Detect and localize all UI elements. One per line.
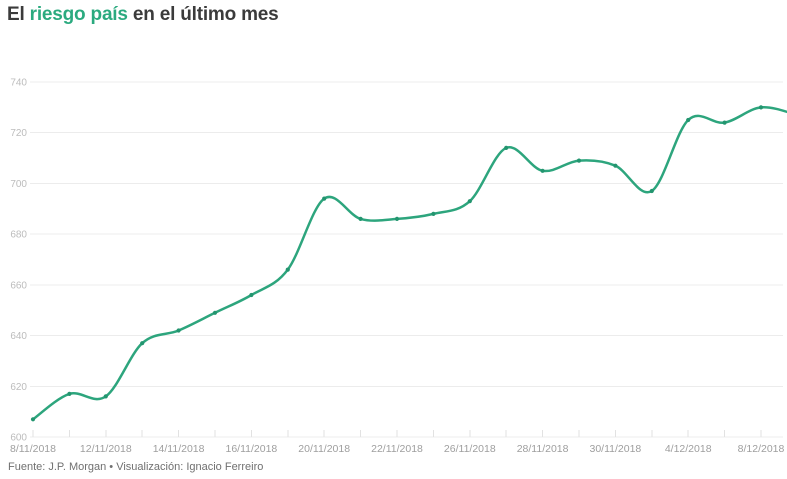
y-axis-tick-label: 660 (10, 280, 27, 291)
x-axis-tick-label: 12/11/2018 (80, 443, 132, 455)
data-point-marker (358, 216, 363, 221)
x-axis-tick-label: 14/11/2018 (153, 443, 205, 455)
title-highlight: riesgo país (29, 4, 128, 25)
x-axis-tick-label: 22/11/2018 (371, 443, 423, 455)
data-point-marker (176, 328, 181, 333)
data-point-marker (249, 292, 254, 298)
data-point-marker (467, 199, 472, 204)
data-point-marker (212, 310, 218, 315)
x-axis-tick-label: 8/11/2018 (10, 443, 56, 455)
x-axis-tick-label: 8/12/2018 (738, 443, 785, 455)
data-point-marker (504, 145, 509, 150)
y-axis-tick-label: 640 (10, 331, 27, 342)
x-axis-labels: 8/11/2018 12/11/2018 14/11/2018 16/11/2018 2… (10, 443, 784, 455)
line-series (31, 106, 787, 421)
data-point-marker (649, 188, 654, 194)
data-point-marker (30, 417, 36, 422)
y-axis-tick-label: 740 (10, 78, 27, 89)
data-point-marker (613, 163, 618, 168)
data-point-marker (285, 267, 290, 272)
x-axis-tick-label: 26/11/2018 (444, 443, 496, 455)
data-point-marker (576, 158, 582, 163)
chart-title: El riesgo país en el último mes (7, 4, 279, 26)
data-point-marker (322, 196, 327, 201)
data-point-marker (431, 211, 436, 216)
y-axis-labels: 600 620 640 660 680 700 720 740 (10, 78, 27, 444)
gridlines (30, 81, 783, 438)
x-axis-tick-marks (32, 430, 762, 437)
title-prefix: El (7, 4, 30, 25)
title-suffix: en el último mes (127, 4, 279, 25)
data-point-marker (758, 105, 764, 110)
y-axis-tick-label: 680 (10, 230, 27, 241)
data-point-marker (140, 341, 145, 346)
data-point-marker (722, 120, 727, 125)
y-axis-tick-label: 700 (10, 179, 27, 190)
x-axis-tick-label: 30/11/2018 (590, 443, 642, 455)
source-note: Fuente: J.P. Morgan • Visualización: Ign… (8, 461, 264, 473)
x-axis-tick-label: 20/11/2018 (298, 443, 350, 455)
x-axis-tick-label: 4/12/2018 (665, 443, 712, 455)
data-point-marker (394, 216, 400, 221)
data-point-marker (686, 117, 691, 123)
y-axis-tick-label: 600 (10, 433, 27, 444)
line-chart: 600 620 640 660 680 700 720 740 8/11/2018 12/11/… (10, 78, 787, 455)
data-point-markers (30, 105, 764, 422)
x-axis-tick-label: 16/11/2018 (226, 443, 278, 455)
data-point-marker (67, 391, 72, 396)
x-axis-tick-label: 28/11/2018 (517, 443, 569, 455)
data-point-marker (103, 394, 108, 399)
data-point-marker (540, 168, 545, 173)
y-axis-tick-label: 720 (10, 128, 27, 139)
y-axis-tick-label: 620 (10, 382, 27, 393)
